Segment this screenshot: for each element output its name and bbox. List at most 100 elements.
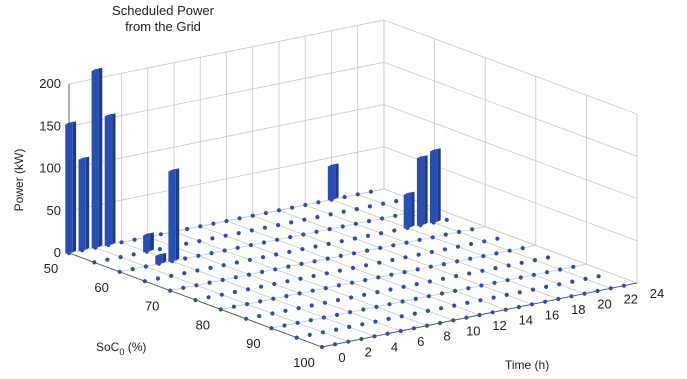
x-axis-label: Time (h) [505,358,549,372]
bar-side [98,67,103,247]
floor-marker [388,287,393,292]
floor-marker [218,307,223,312]
floor-marker [328,212,333,217]
bar-side [162,252,167,264]
y-tick-label: 50 [44,261,58,276]
bar-face [155,254,163,265]
floor-marker [283,308,288,313]
floor-marker [168,288,173,293]
bar-face [403,193,412,229]
floor-marker [233,275,238,280]
floor-marker [455,244,461,249]
floor-marker [302,217,307,222]
floor-marker [363,278,368,283]
floor-marker [197,239,202,244]
floor-marker [132,237,137,242]
y-axis-label-main: SoC [96,340,120,354]
bar-top [327,163,339,167]
floor-marker [341,209,346,214]
floor-marker [582,291,587,296]
floor-marker [263,210,268,216]
floor-marker [387,302,392,307]
floor-marker [323,286,328,291]
floor-marker [400,299,405,304]
bar-side [335,163,339,199]
floor-marker [342,194,347,200]
bar-top [416,155,428,159]
floor-marker [296,306,301,311]
floor-marker [465,300,470,305]
floor-marker [301,232,306,237]
bar [104,113,116,246]
floor-marker [269,326,274,331]
floor-marker [504,292,509,297]
floor-marker [621,283,627,288]
bar [143,232,154,253]
floor-marker [439,291,445,296]
y-tick-label: 70 [145,299,159,314]
floor-marker [350,280,355,285]
floor-marker [194,283,199,288]
bar-face [78,158,86,252]
floor-marker [236,231,241,236]
floor-marker [248,243,253,248]
floor-marker [273,267,278,272]
floor-marker [117,269,122,274]
floor-marker [355,192,360,197]
bar-top [91,67,103,71]
floor-marker [155,276,161,281]
chart-title-line-1: Scheduled Power [112,3,215,18]
floor-marker [544,284,549,289]
floor-marker [276,223,281,228]
floor-marker [247,257,252,262]
bar [430,148,441,224]
floor-marker [490,310,495,315]
floor-marker [184,241,189,246]
floor-marker [378,245,383,250]
floor-marker [595,288,600,294]
floor-marker [274,252,279,257]
bar-top [155,252,167,257]
floor-marker [231,304,236,309]
floor-marker [556,296,561,302]
floor-marker [290,205,295,210]
floor-marker [275,237,280,242]
floor-marker [381,201,386,206]
floor-marker [373,319,378,324]
floor-marker [366,219,372,224]
z-axis-label: Power (kW) [12,149,26,212]
floor-marker [312,259,317,264]
chart-bars [65,67,441,265]
floor-marker [374,304,379,309]
floor-marker [517,290,522,295]
floor-marker [412,311,417,316]
bar-face [91,69,99,249]
bar [403,191,415,229]
floor-marker [377,260,382,265]
bar-face [430,150,438,224]
floor-marker [453,288,458,293]
x-tick-label: 2 [365,345,372,360]
floor-marker [244,316,249,321]
floor-marker [182,271,187,276]
floor-marker [359,336,364,342]
floor-marker [319,344,325,350]
floor-marker [105,257,110,262]
floor-marker [245,287,251,292]
floor-marker [403,255,408,260]
bar [155,252,167,265]
floor-marker [503,307,508,312]
floor-marker [451,318,456,323]
floor-marker [181,285,186,290]
floor-marker [411,326,416,331]
bar-face [143,234,151,253]
floor-marker [454,274,459,279]
floor-marker [427,279,432,284]
floor-marker [571,264,576,269]
floor-marker [482,239,487,244]
floor-marker [368,189,373,194]
floor-marker [545,255,551,260]
floor-marker [303,202,308,208]
floor-marker [583,276,588,281]
floor-marker [285,279,290,284]
